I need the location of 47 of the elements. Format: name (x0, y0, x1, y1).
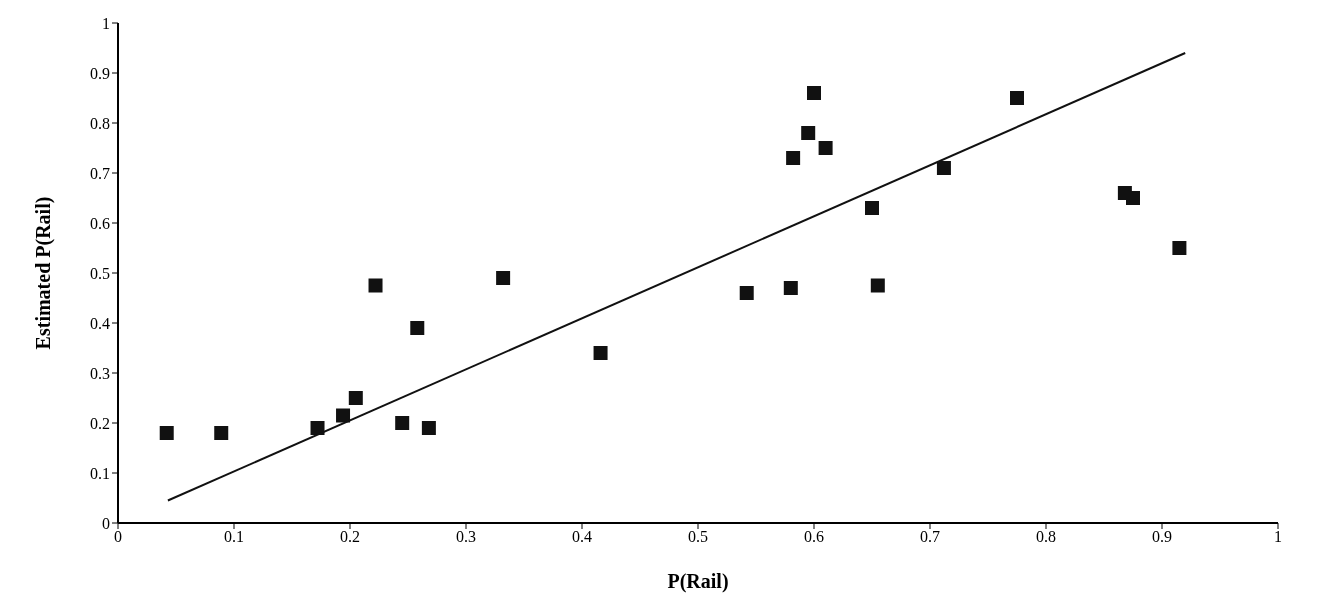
y-tick-label: 0.9 (90, 64, 110, 82)
x-tick-label: 0.4 (572, 528, 592, 546)
x-tick-label: 0.2 (340, 528, 360, 546)
point (159, 426, 174, 440)
x-tick-label: 0.6 (804, 528, 824, 546)
x-tick-label: 0.7 (920, 528, 940, 546)
x-tick-label: 1 (1274, 528, 1282, 546)
y-tick-label: 0.2 (90, 414, 110, 432)
x-tick-label: 0.3 (456, 528, 476, 546)
point (1172, 241, 1187, 255)
y-tick-label: 0.8 (90, 114, 110, 132)
x-tick-label: 0.5 (688, 528, 708, 546)
x-tick-label: 0.9 (1152, 528, 1172, 546)
point (1126, 191, 1140, 205)
x-tick-label: 0.1 (224, 528, 244, 546)
point (786, 151, 801, 165)
x-tick-label: 0 (114, 528, 122, 546)
point (336, 408, 351, 423)
point (807, 86, 821, 100)
y-axis-title: Estimated P(Rail) (32, 196, 56, 350)
x-tick-label: 0.8 (1036, 528, 1056, 546)
point (395, 416, 410, 430)
point (310, 421, 325, 435)
point (214, 426, 229, 440)
point (368, 278, 383, 293)
point (348, 391, 363, 405)
y-tick-label: 0.3 (90, 364, 110, 382)
x-axis-title: P(Rail) (667, 570, 729, 593)
point (801, 126, 816, 140)
point (496, 271, 511, 285)
point (1010, 91, 1024, 105)
point (870, 278, 885, 293)
y-tick-label: 1 (102, 14, 110, 32)
point (865, 201, 879, 215)
y-tick-label: 0.5 (90, 264, 110, 282)
point (783, 281, 798, 295)
point (818, 141, 833, 155)
point (421, 421, 436, 435)
point (739, 286, 754, 300)
point (936, 161, 951, 175)
point (410, 321, 425, 335)
point (593, 346, 608, 360)
y-tick-label: 0.7 (90, 164, 110, 182)
y-tick-label: 0 (102, 514, 110, 532)
y-tick-label: 0.4 (90, 314, 110, 332)
y-tick-label: 0.1 (90, 464, 110, 482)
y-tick-label: 0.6 (90, 214, 110, 232)
